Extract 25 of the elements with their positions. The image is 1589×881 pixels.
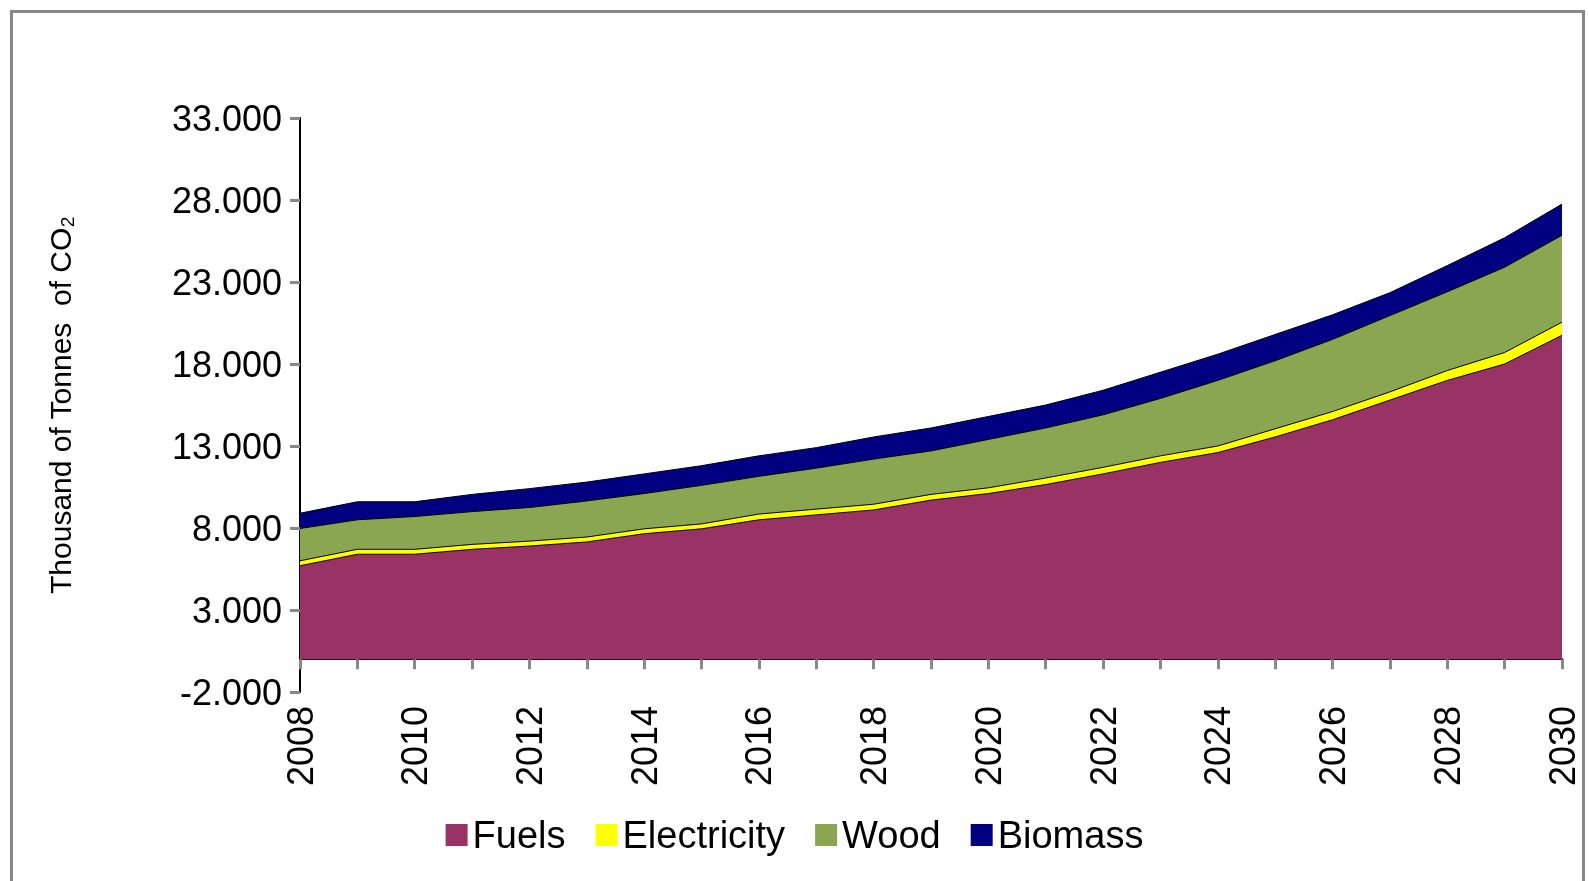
y-tick-label: 28.000	[171, 179, 282, 221]
legend-label: Electricity	[622, 814, 786, 856]
y-tick-label: 18.000	[171, 343, 282, 385]
x-tick-label: 2030	[1541, 706, 1583, 787]
x-tick-label: 2020	[967, 706, 1009, 787]
x-tick-label: 2024	[1197, 706, 1239, 787]
x-tick-label: 2018	[853, 706, 895, 787]
x-tick-label: 2008	[279, 706, 321, 787]
y-tick-label: 23.000	[171, 261, 282, 303]
x-tick-label: 2026	[1312, 706, 1354, 787]
y-tick-label: 3.000	[191, 589, 282, 631]
y-axis-title: Thousand of Tonnes of CO₂	[43, 216, 77, 594]
y-tick-label: 13.000	[171, 425, 282, 467]
y-tick-label: -2.000	[179, 671, 282, 713]
y-tick-label: 33.000	[171, 97, 282, 139]
y-tick-label: 8.000	[191, 507, 282, 549]
x-tick-label: 2014	[623, 706, 665, 787]
legend-label: Wood	[842, 814, 941, 856]
x-tick-label: 2028	[1426, 706, 1468, 787]
x-tick-label: 2010	[394, 706, 436, 787]
x-tick-label: 2022	[1082, 706, 1124, 787]
x-tick-label: 2016	[738, 706, 780, 787]
legend-label: Biomass	[997, 814, 1144, 856]
legend-label: Fuels	[472, 814, 566, 856]
x-tick-label: 2012	[508, 706, 550, 787]
